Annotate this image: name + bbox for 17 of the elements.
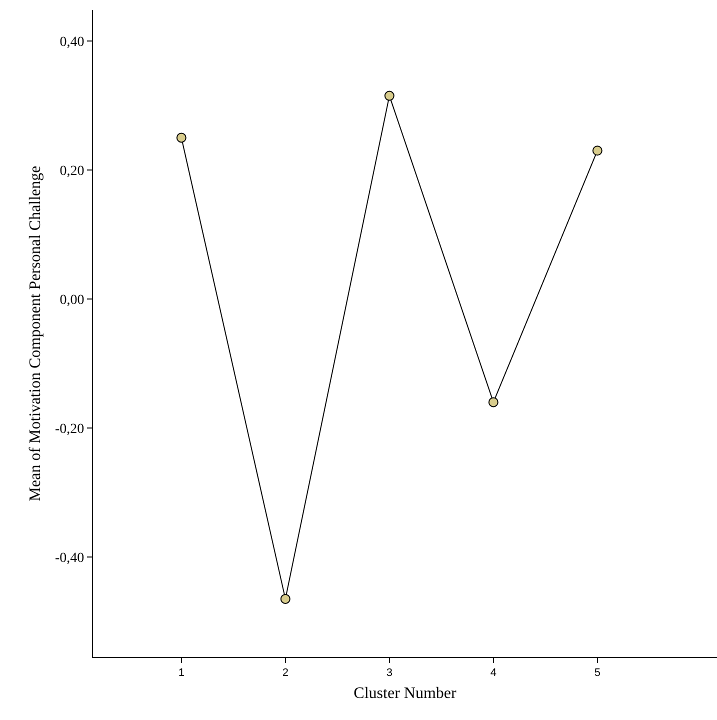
point: [280, 594, 290, 604]
y-tick-label: 0,40: [60, 34, 84, 50]
x-tick-label: 5: [594, 667, 600, 680]
point: [384, 90, 394, 101]
y-axis-title: Mean of Motivation Component Personal Challenge: [26, 166, 44, 502]
x-axis-title: Cluster Number: [354, 684, 457, 702]
point: [592, 146, 602, 156]
x-tick-label: 2: [282, 667, 288, 680]
point: [176, 132, 186, 143]
point: [488, 397, 498, 408]
x-tick-label: 1: [178, 667, 184, 680]
y-tick-label: 0,00: [60, 292, 84, 308]
x-tick-label: 4: [490, 667, 496, 680]
y-tick-label: 0,20: [60, 164, 84, 179]
x-tick-label: 3: [386, 667, 392, 680]
y-tick-label: -0,20: [55, 422, 84, 437]
y-tick-label: -0,40: [55, 550, 84, 566]
